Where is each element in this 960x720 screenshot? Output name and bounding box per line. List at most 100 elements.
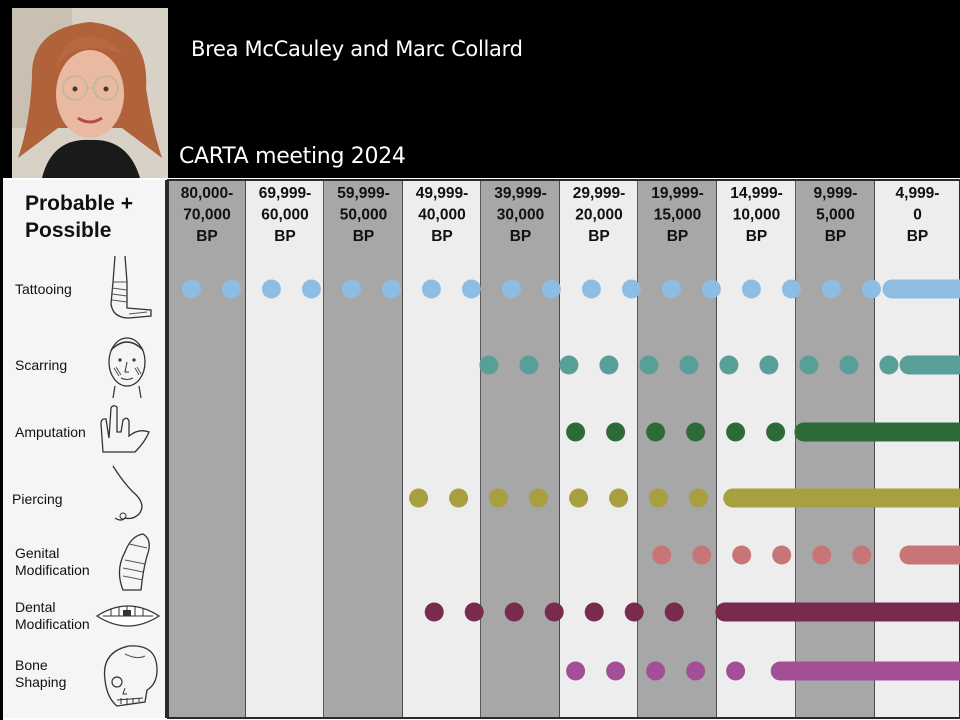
- presentation-authors: Brea McCauley and Marc Collard: [191, 37, 523, 61]
- possible-evidence-dot: [664, 602, 684, 622]
- period-label: BP: [196, 228, 218, 245]
- scarred-face-icon: [108, 337, 146, 399]
- possible-evidence-dot: [726, 661, 746, 681]
- period-column: [324, 180, 403, 718]
- genital-modification-icon: [118, 533, 150, 591]
- possible-evidence-dot: [759, 355, 779, 375]
- trait-label-tattooing: Tattooing: [15, 281, 72, 297]
- possible-evidence-dot: [541, 279, 561, 299]
- possible-evidence-dot: [732, 545, 752, 565]
- possible-evidence-dot: [381, 279, 401, 299]
- possible-evidence-dot: [461, 279, 481, 299]
- possible-evidence-dot: [692, 545, 712, 565]
- period-label: BP: [431, 228, 453, 245]
- possible-evidence-dot: [766, 422, 786, 442]
- period-label: BP: [907, 228, 929, 245]
- possible-evidence-dot: [686, 661, 706, 681]
- period-label: 4,999-: [896, 185, 940, 202]
- possible-evidence-dot: [566, 661, 586, 681]
- period-column: [168, 180, 246, 718]
- period-label: 59,999-: [337, 185, 390, 202]
- possible-evidence-dot: [449, 488, 469, 508]
- possible-evidence-dot: [301, 279, 321, 299]
- possible-evidence-dot: [544, 602, 564, 622]
- possible-evidence-dot: [741, 279, 761, 299]
- amputated-hand-icon: [100, 405, 150, 453]
- trait-label-amputation: Amputation: [15, 424, 86, 440]
- period-label: 80,000-: [181, 185, 234, 202]
- possible-evidence-dot: [719, 355, 739, 375]
- possible-evidence-dot: [621, 279, 641, 299]
- possible-evidence-dot: [861, 279, 881, 299]
- possible-evidence-dot: [584, 602, 604, 622]
- possible-evidence-dot: [479, 355, 499, 375]
- possible-evidence-dot: [181, 279, 201, 299]
- possible-evidence-dot: [781, 279, 801, 299]
- period-column: [796, 180, 875, 718]
- period-label: 39,999-: [494, 185, 547, 202]
- possible-evidence-dot: [566, 422, 586, 442]
- possible-evidence-dot: [821, 279, 841, 299]
- possible-evidence-dot: [879, 355, 899, 375]
- period-label: 50,000: [340, 207, 387, 224]
- teeth-icon: [95, 605, 161, 627]
- period-label: 15,000: [654, 207, 701, 224]
- possible-evidence-dot: [341, 279, 361, 299]
- trait-panel: Probable + Possible Tattooing Scarring A…: [3, 180, 167, 718]
- trait-label-genital-modification: Genital Modification: [15, 545, 90, 578]
- trait-label-dental-modification: Dental Modification: [15, 599, 90, 632]
- period-label: BP: [825, 228, 847, 245]
- period-label: BP: [510, 228, 532, 245]
- possible-evidence-dot: [646, 661, 666, 681]
- period-label: 30,000: [497, 207, 544, 224]
- period-column: [403, 180, 481, 718]
- possible-evidence-dot: [812, 545, 832, 565]
- possible-evidence-dot: [504, 602, 524, 622]
- period-label: 10,000: [733, 207, 780, 224]
- possible-evidence-dot: [606, 661, 626, 681]
- possible-evidence-dot: [609, 488, 629, 508]
- possible-evidence-dot: [489, 488, 509, 508]
- possible-evidence-dot: [221, 279, 241, 299]
- panel-title-line2: Possible: [25, 219, 112, 242]
- possible-evidence-dot: [501, 279, 521, 299]
- possible-evidence-dot: [726, 422, 746, 442]
- period-label: 20,000: [575, 207, 622, 224]
- period-column: [875, 180, 960, 718]
- period-label: 70,000: [183, 207, 230, 224]
- trait-label-piercing: Piercing: [12, 491, 63, 507]
- period-label: BP: [667, 228, 689, 245]
- possible-evidence-dot: [646, 422, 666, 442]
- possible-evidence-dot: [686, 422, 706, 442]
- possible-evidence-dot: [839, 355, 859, 375]
- arm-tattoo-icon: [110, 255, 152, 319]
- panel-title: Probable + Possible: [25, 190, 133, 244]
- possible-evidence-dot: [772, 545, 792, 565]
- possible-evidence-dot: [409, 488, 429, 508]
- possible-evidence-dot: [424, 602, 444, 622]
- possible-evidence-dot: [799, 355, 819, 375]
- meeting-title: CARTA meeting 2024: [179, 144, 406, 169]
- period-label: 9,999-: [814, 185, 858, 202]
- period-label: BP: [274, 228, 296, 245]
- possible-evidence-dot: [606, 422, 626, 442]
- possible-evidence-dot: [639, 355, 659, 375]
- skull-icon: [103, 645, 158, 707]
- possible-evidence-dot: [661, 279, 681, 299]
- period-column: [246, 180, 324, 718]
- period-column: [638, 180, 717, 718]
- speaker-video: [12, 8, 168, 178]
- possible-evidence-dot: [569, 488, 589, 508]
- possible-evidence-dot: [559, 355, 579, 375]
- panel-title-line1: Probable +: [25, 192, 133, 215]
- period-label: BP: [353, 228, 375, 245]
- period-label: BP: [746, 228, 768, 245]
- possible-evidence-dot: [421, 279, 441, 299]
- timeline-frame: [167, 179, 960, 719]
- possible-evidence-dot: [652, 545, 672, 565]
- pierced-nose-icon: [112, 465, 143, 521]
- period-label: 49,999-: [416, 185, 469, 202]
- period-label: BP: [588, 228, 610, 245]
- period-label: 0: [913, 207, 922, 224]
